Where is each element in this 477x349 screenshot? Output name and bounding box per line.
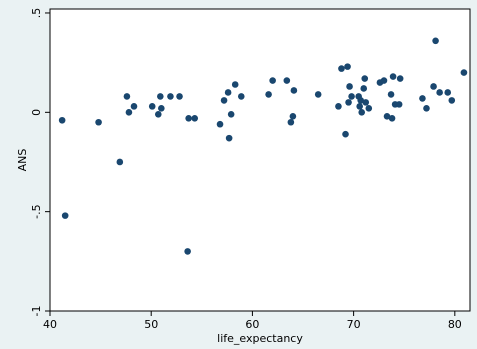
data-point — [335, 103, 342, 110]
data-point — [220, 97, 228, 104]
data-point — [289, 112, 297, 120]
data-point — [184, 248, 191, 255]
data-point — [395, 101, 403, 108]
data-point — [444, 89, 452, 96]
data-point — [225, 134, 233, 142]
x-tick-label: 50 — [144, 318, 158, 331]
y-axis: -1 -.5 0 .5 — [30, 8, 50, 317]
x-tick-label: 40 — [43, 318, 57, 331]
data-point — [345, 99, 352, 106]
data-point — [287, 118, 295, 126]
data-point — [176, 93, 183, 100]
y-axis-title: ANS — [16, 149, 29, 172]
data-point — [125, 109, 133, 116]
x-axis-title: life_expectancy — [217, 332, 303, 345]
data-point — [346, 83, 353, 90]
data-point — [158, 105, 165, 112]
data-points — [58, 37, 468, 255]
data-point — [95, 118, 102, 126]
data-point — [290, 87, 298, 94]
data-point — [148, 103, 156, 110]
data-point — [216, 120, 224, 128]
data-point — [130, 103, 138, 110]
data-point — [361, 75, 369, 82]
x-axis: 40 50 60 70 80 — [43, 311, 462, 331]
data-point — [237, 93, 245, 100]
data-point — [389, 73, 397, 80]
data-point — [224, 89, 232, 96]
data-point — [448, 97, 456, 104]
data-point — [338, 65, 345, 72]
data-point — [423, 105, 430, 112]
data-point — [61, 212, 69, 219]
data-point — [283, 77, 291, 84]
data-point — [365, 105, 373, 112]
data-point — [157, 93, 164, 100]
data-point — [430, 83, 437, 90]
data-point — [387, 91, 395, 98]
data-point — [358, 109, 366, 116]
y-tick-label: -1 — [30, 306, 43, 317]
y-tick-label: 0 — [30, 109, 43, 116]
data-point — [185, 114, 192, 122]
data-point — [123, 93, 131, 100]
data-point — [383, 112, 391, 120]
data-point — [388, 114, 396, 122]
data-point — [344, 63, 351, 70]
data-point — [269, 77, 276, 84]
data-point — [396, 75, 404, 82]
data-point — [231, 81, 239, 88]
data-point — [348, 93, 355, 100]
data-point — [265, 91, 272, 98]
data-point — [357, 97, 364, 104]
data-point — [419, 95, 426, 102]
data-point — [362, 99, 370, 106]
data-point — [167, 93, 174, 100]
data-point — [154, 111, 162, 118]
x-tick-label: 60 — [245, 318, 259, 331]
data-point — [314, 91, 322, 98]
data-point — [360, 85, 368, 92]
data-point — [356, 103, 363, 110]
data-point — [342, 130, 349, 138]
data-point — [58, 116, 66, 124]
data-point — [116, 158, 124, 166]
y-tick-label: -.5 — [30, 204, 43, 218]
plot-area — [49, 8, 471, 312]
y-tick-label: .5 — [30, 8, 43, 19]
data-point — [191, 114, 199, 122]
data-point — [436, 89, 443, 96]
x-tick-label: 70 — [347, 318, 361, 331]
data-point — [460, 69, 468, 76]
data-point — [432, 37, 439, 45]
data-point — [227, 111, 235, 118]
data-point — [380, 77, 388, 84]
x-tick-label: 80 — [448, 318, 462, 331]
